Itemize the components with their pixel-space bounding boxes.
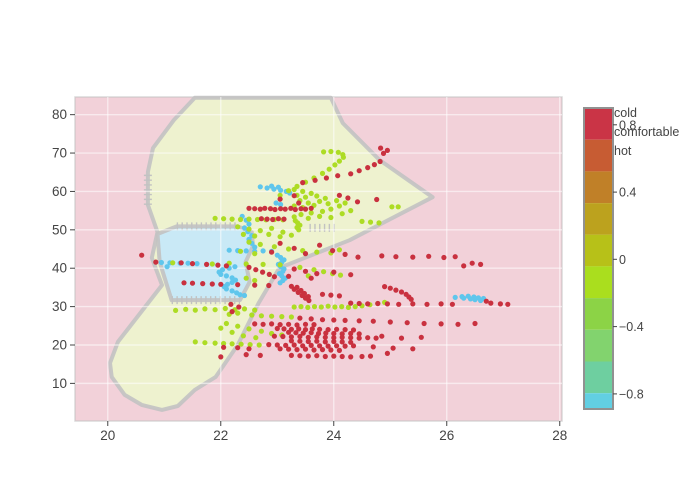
colorbar-tick-label: 0 [619, 253, 626, 267]
legend-item-hot[interactable]: hot [614, 144, 632, 158]
x-tick-label: 28 [552, 428, 567, 443]
colorbar-tick-label: 0.8 [619, 118, 636, 132]
x-tick-label: 20 [100, 428, 115, 443]
y-tick-label: 10 [52, 376, 67, 391]
y-tick-label: 40 [52, 261, 67, 276]
legend: cold comfortable hot [614, 106, 679, 158]
y-tick-label: 30 [52, 299, 67, 314]
x-tick-label: 26 [439, 428, 454, 443]
colorbar-tick-label: −0.8 [619, 387, 644, 401]
legend-item-cold[interactable]: cold [614, 106, 637, 120]
x-tick-label: 22 [213, 428, 228, 443]
y-axis: 10 20 30 40 50 60 70 80 [52, 107, 75, 391]
y-tick-label: 80 [52, 107, 67, 122]
background-regions [74, 95, 563, 422]
y-tick-label: 70 [52, 146, 67, 161]
y-tick-label: 60 [52, 184, 67, 199]
gridlines [75, 97, 562, 421]
legend-item-comfortable[interactable]: comfortable [614, 125, 679, 139]
colorbar-tick-label: 0.4 [619, 186, 636, 200]
x-axis: 20 22 24 26 28 [100, 421, 567, 443]
colorbar: 0.8 0.4 0 −0.4 −0.8 [583, 107, 644, 410]
x-tick-label: 24 [326, 428, 342, 443]
y-tick-label: 20 [52, 337, 67, 352]
colorbar-tick-label: −0.4 [619, 320, 644, 334]
y-tick-label: 50 [52, 222, 67, 237]
series-hot [139, 145, 511, 360]
